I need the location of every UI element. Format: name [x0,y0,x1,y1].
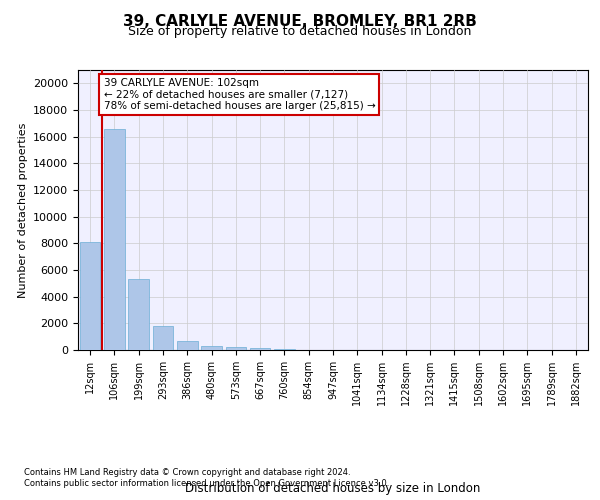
Text: Size of property relative to detached houses in London: Size of property relative to detached ho… [128,25,472,38]
Bar [274,348,295,350]
Bar [226,348,246,350]
Bar [104,128,125,350]
X-axis label: Distribution of detached houses by size in London: Distribution of detached houses by size … [185,482,481,494]
Bar [177,342,197,350]
Text: 39, CARLYLE AVENUE, BROMLEY, BR1 2RB: 39, CARLYLE AVENUE, BROMLEY, BR1 2RB [123,14,477,29]
Bar [80,242,100,350]
Bar [201,346,222,350]
Text: Contains HM Land Registry data © Crown copyright and database right 2024.: Contains HM Land Registry data © Crown c… [24,468,350,477]
Y-axis label: Number of detached properties: Number of detached properties [17,122,28,298]
Text: Contains public sector information licensed under the Open Government Licence v3: Contains public sector information licen… [24,480,389,488]
Bar [128,280,149,350]
Text: 39 CARLYLE AVENUE: 102sqm
← 22% of detached houses are smaller (7,127)
78% of se: 39 CARLYLE AVENUE: 102sqm ← 22% of detac… [104,78,375,111]
Bar [152,326,173,350]
Bar [250,348,271,350]
